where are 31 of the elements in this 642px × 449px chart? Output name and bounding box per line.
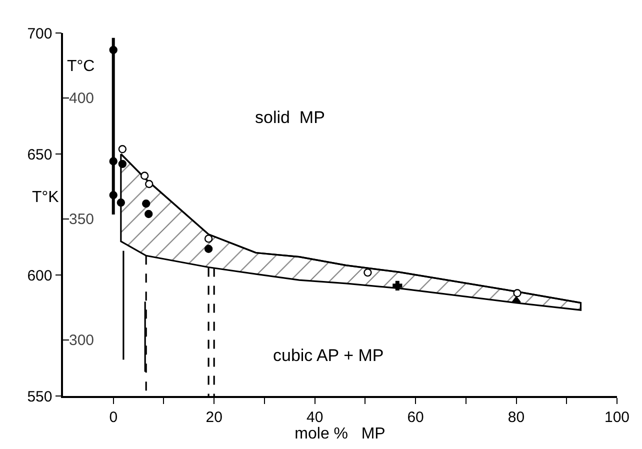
x-tick-label: 80	[508, 408, 525, 426]
point	[145, 180, 154, 188]
y-tick-label: 600	[27, 267, 52, 284]
y2-tick-label: 350	[69, 211, 94, 228]
point	[144, 210, 153, 218]
point	[204, 234, 213, 243]
x-tick-label: 60	[407, 408, 424, 426]
annotation: cubic AP + MP	[273, 346, 384, 365]
point	[392, 280, 402, 290]
point	[142, 200, 150, 208]
y2-axis-title: T°C	[67, 58, 95, 75]
x-axis-title: mole % MP	[294, 426, 386, 443]
x-tick-label: 100	[604, 408, 630, 426]
point	[364, 268, 372, 277]
point	[140, 172, 149, 180]
point	[116, 198, 126, 207]
y2-tick-label: 400	[69, 90, 94, 108]
y-tick-label: 700	[27, 25, 52, 42]
x-tick-label: 40	[306, 408, 324, 426]
y-tick-label: 650	[27, 146, 52, 164]
point	[204, 244, 213, 253]
x-tick-label: 20	[206, 408, 222, 426]
x-tick-label: 0	[109, 408, 118, 426]
point	[513, 289, 522, 298]
y-tick-label: 550	[27, 388, 52, 406]
y-axis-title: T°K	[32, 189, 60, 206]
y2-tick-label: 300	[69, 332, 94, 350]
point	[512, 296, 521, 303]
point	[118, 160, 127, 168]
annotation: solid MP	[255, 108, 325, 127]
point	[118, 145, 127, 154]
